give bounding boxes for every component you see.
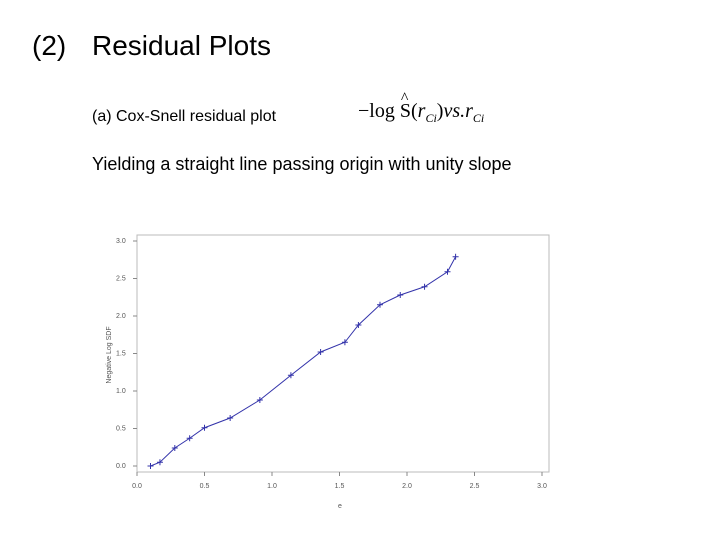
point-marker [397, 292, 404, 298]
formula-part: ^ S [399, 90, 411, 123]
series-line [150, 256, 457, 467]
point-marker [421, 283, 428, 290]
section-number: (2) [32, 30, 67, 61]
subtitle: (a) Cox-Snell residual plot [92, 108, 277, 125]
formula-part: −log [358, 100, 395, 122]
y-tick-label: 0.0 [116, 463, 126, 470]
point-marker [227, 415, 234, 421]
y-tick-label: 2.0 [116, 313, 126, 320]
point-marker [156, 459, 163, 466]
x-tick-label: 0.5 [200, 483, 210, 490]
point-marker [444, 268, 451, 275]
point-marker [171, 445, 178, 451]
x-axis-label: e [338, 503, 342, 510]
x-tick-label: 2.0 [402, 483, 412, 490]
point-marker [317, 349, 324, 355]
point-marker [377, 301, 383, 308]
formula-part: ( [410, 100, 418, 122]
y-tick-label: 2.5 [116, 275, 126, 282]
point-marker [287, 372, 294, 379]
slide-title: Residual Plots [92, 30, 271, 61]
point-marker [341, 339, 348, 346]
formula-part: r [417, 100, 426, 122]
point-marker [355, 322, 362, 328]
formula-part: ) [436, 100, 444, 122]
x-tick-label: 1.5 [335, 483, 345, 490]
y-axis-label: Negative Log SDF [106, 326, 113, 383]
formula-part: r [465, 100, 473, 122]
formula-part: vs. [443, 100, 466, 122]
point-marker [452, 253, 459, 260]
formula: −log ^ S(rCi)vs.rCi [358, 90, 485, 126]
x-tick-label: 1.0 [267, 483, 277, 490]
formula-part: Ci [472, 111, 485, 125]
x-tick-label: 0.0 [132, 483, 142, 490]
y-tick-label: 1.5 [116, 350, 126, 357]
point-marker [147, 463, 154, 469]
y-tick-label: 1.0 [116, 388, 126, 395]
point-marker [186, 435, 193, 442]
y-tick-label: 3.0 [116, 238, 126, 245]
y-tick-label: 0.5 [116, 425, 126, 432]
formula-part: S [399, 100, 411, 122]
x-tick-label: 2.5 [470, 483, 480, 490]
formula-part: Ci [425, 111, 437, 125]
body-text: Yielding a straight line passing origin … [92, 154, 512, 174]
x-tick-label: 3.0 [537, 483, 547, 490]
point-marker [256, 397, 263, 403]
plot-frame [136, 234, 550, 473]
point-marker [201, 424, 208, 431]
hat: ^ [400, 90, 409, 107]
